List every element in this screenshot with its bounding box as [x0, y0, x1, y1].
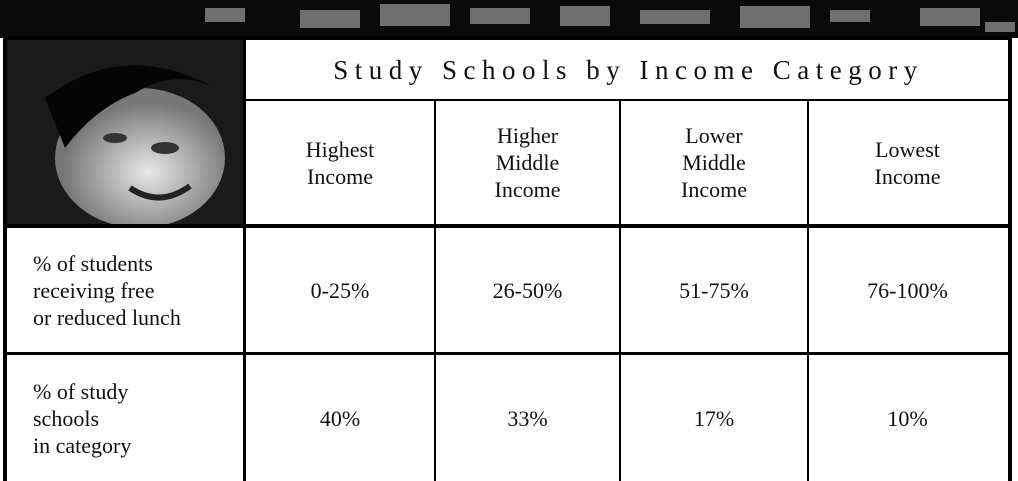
cell-text: 10% — [887, 405, 927, 432]
header-line: Income — [681, 176, 747, 203]
table-cell: 51-75% — [621, 228, 807, 352]
table-cell: 33% — [436, 355, 619, 481]
row-label-line: schools — [33, 405, 99, 432]
header-line: Income — [495, 176, 561, 203]
cell-text: 33% — [507, 405, 547, 432]
table-cell: 40% — [246, 355, 434, 481]
header-line: Higher — [497, 122, 558, 149]
header-line: Middle — [496, 149, 560, 176]
page: Study Schools by Income Category Highest… — [0, 0, 1018, 481]
table-cell: 76-100% — [809, 228, 1006, 352]
border — [1008, 36, 1012, 481]
row-label-line: or reduced lunch — [33, 304, 181, 331]
cell-text: 51-75% — [679, 277, 749, 304]
header-line: Income — [307, 163, 373, 190]
table-cell: 26-50% — [436, 228, 619, 352]
row-label-line: in category — [33, 432, 131, 459]
cell-text: 76-100% — [867, 277, 948, 304]
cell-text: 0-25% — [311, 277, 370, 304]
table-cell: 0-25% — [246, 228, 434, 352]
row-label-line: % of students — [33, 250, 153, 277]
banner — [0, 0, 1018, 38]
cell-text: 17% — [694, 405, 734, 432]
header-line: Highest — [306, 136, 374, 163]
photo — [5, 38, 245, 225]
row-label-line: receiving free — [33, 277, 155, 304]
table-title: Study Schools by Income Category — [247, 40, 1010, 100]
table-cell: 10% — [809, 355, 1006, 481]
header-line: Lowest — [875, 136, 940, 163]
cell-text: 40% — [320, 405, 360, 432]
header-line: Middle — [682, 149, 746, 176]
table-cell: 17% — [621, 355, 807, 481]
header-line: Lower — [685, 122, 742, 149]
cell-text: 26-50% — [493, 277, 563, 304]
row-label-line: % of study — [33, 378, 128, 405]
header-line: Income — [875, 163, 941, 190]
